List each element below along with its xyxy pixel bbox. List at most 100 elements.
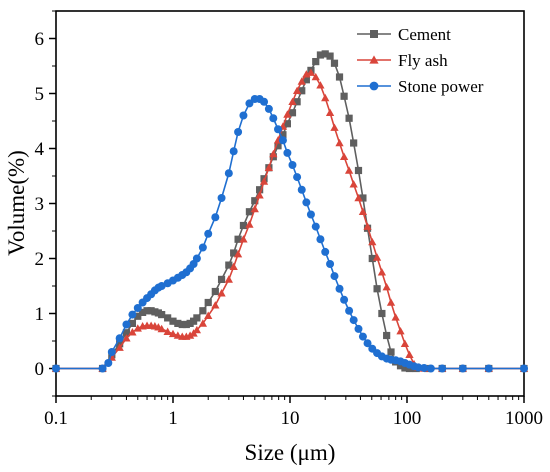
data-point-square: [293, 98, 301, 106]
data-point-circle: [211, 213, 220, 222]
data-point-triangle: [372, 253, 382, 261]
y-tick-label: 0: [35, 359, 45, 380]
data-point-triangle: [168, 329, 178, 338]
data-point-circle: [115, 334, 124, 343]
data-point-square: [134, 312, 142, 320]
data-point-triangle: [264, 163, 274, 172]
data-point-triangle: [259, 177, 269, 185]
data-point-triangle: [185, 331, 195, 339]
data-point-circle: [340, 295, 349, 304]
data-point-circle: [354, 324, 363, 333]
data-point-triangle: [198, 319, 208, 327]
data-point-square: [139, 308, 147, 316]
data-point-triangle: [297, 77, 306, 85]
legend-item: Stone power: [357, 77, 484, 96]
data-point-triangle: [288, 97, 297, 106]
data-point-circle: [283, 148, 292, 157]
data-point-triangle: [292, 86, 302, 95]
data-point-circle: [520, 364, 528, 373]
data-point-square: [350, 139, 358, 147]
data-point-square: [204, 298, 212, 307]
data-point-square: [274, 142, 282, 150]
data-point-square: [178, 320, 186, 329]
data-point-square: [169, 317, 177, 325]
legend: Cement Fly ash Stone power: [357, 25, 484, 96]
data-point-triangle: [400, 339, 410, 348]
data-point-square: [378, 309, 386, 318]
data-point-triangle: [245, 220, 254, 228]
data-point-circle: [345, 306, 354, 315]
data-point-triangle: [349, 180, 358, 188]
data-point-square: [368, 254, 376, 263]
data-point-triangle: [335, 138, 344, 147]
data-point-circle: [349, 316, 358, 325]
data-point-triangle: [368, 237, 377, 246]
data-point-square: [302, 76, 310, 84]
data-point-square: [383, 331, 391, 340]
y-axis-title: Volume(%): [4, 150, 29, 256]
data-point-square: [370, 30, 378, 38]
data-point-triangle: [163, 327, 172, 335]
y-tick-label: 5: [35, 84, 45, 105]
data-point-triangle: [217, 289, 226, 297]
data-point-square: [245, 208, 254, 216]
data-point-circle: [104, 359, 113, 367]
data-point-circle: [484, 364, 493, 373]
data-point-triangle: [363, 222, 372, 230]
data-point-circle: [260, 97, 269, 106]
data-point-triangle: [192, 325, 202, 334]
data-point-triangle: [377, 268, 387, 276]
x-axis: 0.1 1 10 100 1000: [44, 396, 543, 429]
x-tick-label: 10: [281, 408, 300, 429]
data-point-circle: [288, 161, 297, 169]
data-point-triangle: [330, 123, 339, 131]
data-point-circle: [192, 254, 201, 263]
data-point-triangle: [157, 324, 166, 333]
x-tick-label: 100: [393, 408, 422, 429]
data-point-triangle: [250, 204, 259, 213]
data-point-circle: [420, 363, 429, 372]
data-point-square: [387, 348, 395, 356]
data-point-triangle: [269, 149, 278, 158]
data-point-circle: [239, 111, 248, 120]
data-point-square: [251, 197, 259, 205]
data-point-circle: [264, 104, 273, 113]
y-tick-label: 3: [35, 194, 45, 215]
data-point-square: [211, 287, 219, 296]
data-point-circle: [122, 320, 131, 329]
data-point-square: [230, 249, 238, 257]
data-point-circle: [128, 310, 137, 319]
data-point-circle: [316, 235, 325, 244]
data-point-triangle: [204, 311, 213, 320]
y-tick-label: 2: [35, 249, 45, 270]
y-tick-label: 6: [35, 29, 45, 50]
data-point-triangle: [211, 301, 220, 309]
data-point-square: [128, 319, 137, 327]
data-point-triangle: [386, 298, 396, 306]
y-tick-label: 1: [35, 304, 45, 325]
data-point-triangle: [391, 313, 400, 321]
legend-label: Cement: [398, 25, 451, 44]
data-point-square: [373, 285, 381, 293]
data-point-square: [288, 109, 297, 117]
data-point-square: [316, 51, 325, 59]
data-point-circle: [369, 81, 379, 91]
data-point-circle: [302, 198, 311, 207]
data-point-triangle: [255, 191, 264, 199]
y-tick-label: 4: [35, 139, 45, 160]
data-point-circle: [330, 272, 339, 281]
data-point-square: [193, 314, 201, 322]
x-axis-title: Size (μm): [245, 440, 336, 465]
data-point-triangle: [311, 72, 320, 81]
data-point-circle: [358, 332, 367, 341]
data-point-triangle: [358, 207, 368, 216]
data-point-circle: [458, 364, 467, 373]
data-point-circle: [98, 364, 107, 373]
data-point-circle: [229, 147, 238, 156]
data-point-square: [217, 275, 226, 283]
legend-item: Fly ash: [357, 51, 448, 70]
y-axis: 0 1 2 3 4 5 6: [35, 10, 56, 397]
data-point-square: [199, 307, 207, 315]
legend-item: Cement: [357, 25, 451, 44]
data-point-triangle: [224, 275, 233, 283]
